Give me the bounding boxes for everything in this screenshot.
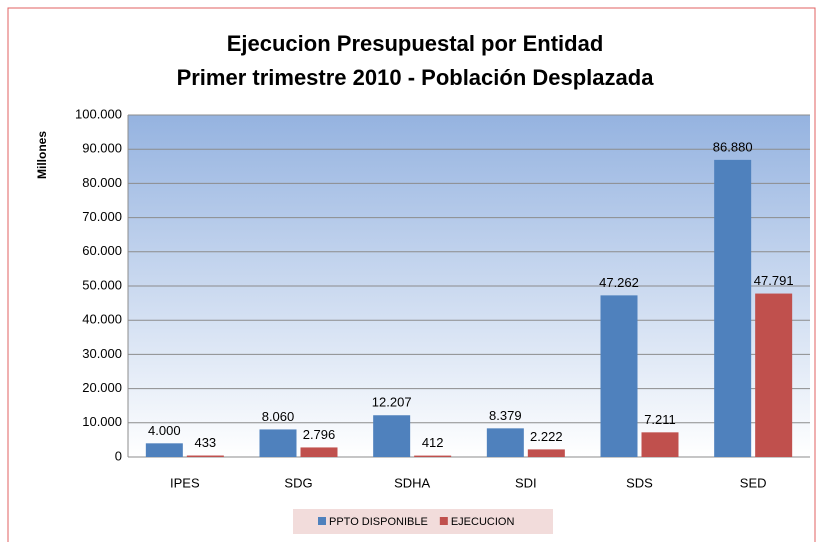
bar [373, 415, 411, 457]
chart-subtitle: Primer trimestre 2010 - Población Despla… [177, 65, 655, 90]
bar [600, 295, 638, 457]
data-label: 433 [194, 435, 216, 450]
data-label: 47.791 [754, 273, 794, 288]
data-label: 47.262 [599, 275, 639, 290]
data-label: 86.880 [713, 139, 753, 154]
y-tick-label: 100.000 [75, 106, 122, 121]
data-label: 12.207 [372, 395, 412, 410]
y-tick-label: 30.000 [82, 346, 122, 361]
y-axis-label: Millones [35, 131, 49, 179]
legend-swatch [318, 517, 326, 525]
y-tick-label: 80.000 [82, 175, 122, 190]
bar [259, 429, 297, 457]
chart-title: Ejecucion Presupuestal por Entidad [227, 31, 604, 56]
data-label: 7.211 [644, 412, 676, 427]
bar [714, 159, 752, 457]
data-label: 8.379 [489, 408, 522, 423]
chart-border [7, 7, 816, 542]
y-tick-label: 20.000 [82, 380, 122, 395]
legend-box [293, 509, 553, 534]
data-label: 2.222 [530, 429, 563, 444]
legend-swatch [439, 517, 448, 525]
x-tick-label: SED [740, 475, 767, 490]
y-tick-label: 90.000 [82, 141, 122, 156]
x-tick-label: IPES [170, 475, 200, 490]
data-label: 4.000 [148, 423, 181, 438]
x-tick-label: SDI [515, 475, 537, 490]
data-label: 2.796 [303, 427, 336, 442]
y-tick-label: 70.000 [82, 209, 122, 224]
bar [486, 428, 524, 457]
bar [186, 455, 224, 457]
bar [414, 455, 452, 457]
x-tick-label: SDHA [394, 475, 430, 490]
bar [300, 447, 338, 457]
y-tick-label: 40.000 [82, 312, 122, 327]
bar [641, 432, 679, 457]
y-tick-label: 0 [115, 448, 122, 463]
legend-label: PPTO DISPONIBLE [329, 516, 428, 528]
y-tick-label: 50.000 [82, 277, 122, 292]
y-tick-label: 10.000 [82, 414, 122, 429]
legend-label: EJECUCION [451, 516, 515, 528]
x-tick-label: SDS [626, 475, 653, 490]
y-tick-label: 60.000 [82, 243, 122, 258]
data-label: 412 [422, 435, 444, 450]
bar [527, 449, 565, 457]
x-tick-label: SDG [284, 475, 312, 490]
data-label: 8.060 [262, 409, 295, 424]
bar [145, 443, 183, 457]
bar [755, 293, 793, 457]
